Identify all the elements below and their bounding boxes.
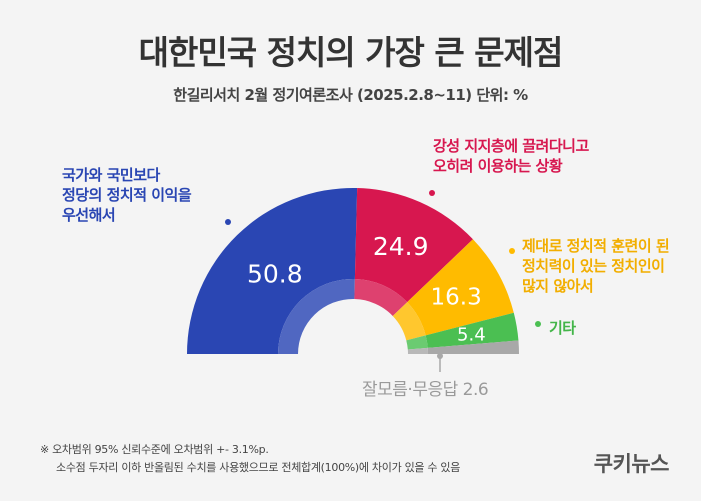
leader-dot — [437, 353, 443, 359]
slice-1 — [187, 188, 358, 354]
slice-inner-band-3 — [392, 302, 426, 341]
footnote-line-1: ※ 오차범위 95% 신뢰수준에 오차범위 +- 3.1%p. — [40, 443, 269, 456]
slice-value-label: 24.9 — [373, 232, 429, 261]
slice-3 — [407, 239, 514, 336]
footnote-line-2: 소수점 두자리 이하 반올림된 수치를 사용했으므로 전체합계(100%)에 차… — [56, 461, 461, 474]
chart-title: 대한민국 정치의 가장 큰 문제점 — [138, 33, 564, 72]
annotation-gray: 잘모름·무응답 2.6 — [362, 380, 489, 400]
annotation-line: 강성 지지층에 끌려다니고 — [433, 137, 589, 155]
annotation-line: 오히려 이용하는 상황 — [433, 157, 563, 175]
slice-inner-band-1 — [278, 279, 355, 354]
annotation-yellow: 제대로 정치적 훈련이 된 정치력이 있는 정치인이 많지 않아서 — [522, 236, 670, 296]
annotation-line: 우선해서 — [62, 206, 116, 224]
annotation-red: 강성 지지층에 끌려다니고 오히려 이용하는 상황 — [433, 136, 589, 176]
slice-5 — [427, 340, 519, 354]
annotation-line: 기타 — [549, 319, 576, 337]
slice-value-label: 5.4 — [457, 324, 486, 345]
annotation-green: 기타 — [549, 318, 576, 338]
leader-dot — [225, 219, 231, 225]
slice-4 — [425, 312, 519, 348]
slice-value-label: 16.3 — [431, 285, 482, 311]
annotation-line: 많지 않아서 — [522, 277, 594, 295]
slice-inner-band-2 — [354, 279, 408, 316]
annotation-blue: 국가와 국민보다 정당의 정치적 이익을 우선해서 — [62, 165, 192, 225]
footnote: ※ 오차범위 95% 신뢰수준에 오차범위 +- 3.1%p. 소수점 두자리 … — [40, 441, 460, 477]
slice-value-label: 50.8 — [247, 260, 303, 289]
publisher-logo: 쿠키뉴스 — [593, 452, 670, 476]
slice-2 — [354, 188, 473, 303]
slice-inner-band-4 — [406, 335, 428, 350]
leader-dot — [509, 248, 515, 254]
annotation-line: 국가와 국민보다 — [62, 166, 160, 184]
annotation-line: 제대로 정치적 훈련이 된 — [522, 237, 670, 255]
leader-dot — [429, 190, 435, 196]
chart-subtitle: 한길리서치 2월 정기여론조사 (2025.2.8~11) 단위: % — [173, 86, 528, 104]
leader-dot — [535, 321, 541, 327]
annotation-line: 정치력이 있는 정치인이 — [522, 257, 665, 275]
annotation-line: 정당의 정치적 이익을 — [62, 186, 192, 204]
slice-inner-band-5 — [407, 347, 428, 354]
